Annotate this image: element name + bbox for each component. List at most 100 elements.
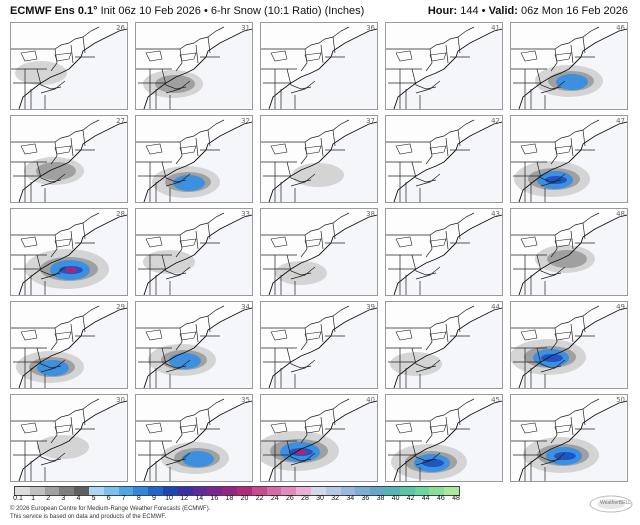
member-number-label: 45: [491, 396, 500, 404]
color-scale-swatch: [325, 487, 341, 495]
color-scale-tick-label: 10: [165, 495, 173, 502]
member-map-panel: 28: [10, 208, 128, 296]
member-map-panel: 39: [260, 301, 378, 389]
map-graphic: [136, 398, 252, 481]
color-scale-swatch: [59, 487, 75, 495]
color-scale-tick-label: 1: [31, 495, 36, 502]
member-map-panel: 47: [510, 115, 628, 203]
map-graphic: [136, 119, 252, 202]
member-number-label: 32: [241, 117, 250, 125]
member-map-panel: 49: [510, 301, 628, 389]
map-graphic: [261, 398, 377, 481]
map-graphic: [136, 26, 252, 109]
title-right: Hour: 144 • Valid: 06z Mon 16 Feb 2026: [427, 5, 628, 17]
color-scale-tick-label: 34: [346, 495, 355, 502]
member-number-label: 44: [491, 303, 500, 311]
title-left: ECMWF Ens 0.1° Init 06z 10 Feb 2026 • 6-…: [10, 5, 364, 17]
color-scale-swatch: [88, 487, 104, 495]
map-graphic: [261, 119, 377, 202]
color-scale-swatch: [103, 487, 119, 495]
map-graphic: [261, 26, 377, 109]
weatherbell-logo-icon: [589, 495, 633, 513]
color-scale-tick-label: 8: [136, 495, 141, 502]
color-scale-tick-label: 5: [91, 495, 96, 502]
map-graphic: [511, 119, 627, 202]
color-scale-swatch: [384, 487, 400, 495]
member-number-label: 28: [116, 210, 125, 218]
member-map-panel: 40: [260, 394, 378, 482]
color-scale-tick-label: 44: [421, 495, 430, 502]
member-map-panel: 50: [510, 394, 628, 482]
member-number-label: 38: [366, 210, 375, 218]
color-scale-tick-label: 3: [61, 495, 66, 502]
footer-copyright: © 2026 European Centre for Medium-Range …: [10, 506, 211, 512]
color-scale-tick-label: 42: [406, 495, 415, 502]
member-map-panel: 26: [10, 22, 128, 110]
member-map-panel: 42: [385, 115, 503, 203]
color-scale-swatch: [148, 487, 163, 495]
model-name: ECMWF Ens 0.1°: [10, 5, 98, 17]
map-graphic: [11, 212, 127, 295]
color-scale-swatch: [29, 487, 45, 495]
member-number-label: 30: [116, 396, 125, 404]
member-number-label: 40: [366, 396, 375, 404]
color-scale-tick-label: 36: [361, 495, 370, 502]
color-scale-tick-label: 2: [46, 495, 51, 502]
color-scale-tick-label: 0.1: [13, 495, 23, 502]
run-info: Init 06z 10 Feb 2026 • 6-hr Snow (10:1 R…: [100, 5, 365, 17]
color-scale-swatch: [310, 487, 326, 495]
color-scale-swatch: [355, 487, 371, 495]
map-graphic: [11, 26, 127, 109]
color-scale-tick-label: 28: [301, 495, 309, 502]
color-scale-swatch: [399, 487, 415, 495]
color-scale-tick-label: 46: [436, 495, 445, 502]
valid-label: Valid:: [488, 5, 518, 17]
member-number-label: 29: [116, 303, 125, 311]
color-scale-swatch: [296, 487, 311, 495]
logo-text: WeatherBELL: [600, 500, 632, 506]
map-graphic: [511, 398, 627, 481]
member-number-label: 48: [616, 210, 625, 218]
hour-value: 144: [460, 5, 479, 17]
color-scale-tick-label: 48: [452, 495, 460, 502]
color-scale-tick-label: 14: [195, 495, 204, 502]
color-scale-labels: 0.1 1 2 3 4 5 6 7 8 9 10 12 14 16 18 20 22 24 26 28 30 32 34 36…: [13, 495, 460, 505]
member-map-panel: 41: [385, 22, 503, 110]
member-number-label: 39: [366, 303, 375, 311]
member-map-panel: 46: [510, 22, 628, 110]
color-scale-tick-label: 26: [285, 495, 294, 502]
member-map-panel: 36: [260, 22, 378, 110]
color-scale-swatch: [281, 487, 297, 495]
color-scale-tick-label: 4: [76, 495, 81, 502]
color-scale-tick-label: 40: [391, 495, 400, 502]
ensemble-panel-grid: 26 31 36 41 46 27 32 37 42 47 28 33 38 43 48 29 34 39 44 49…: [10, 22, 630, 484]
footer: © 2026 European Centre for Medium-Range …: [10, 505, 210, 521]
color-scale-swatch: [207, 487, 223, 495]
map-graphic: [511, 305, 627, 388]
member-map-panel: 43: [385, 208, 503, 296]
map-graphic: [261, 305, 377, 388]
member-number-label: 27: [116, 117, 125, 125]
member-map-panel: 29: [10, 301, 128, 389]
member-number-label: 33: [241, 210, 250, 218]
color-scale-tick-label: 38: [376, 495, 385, 502]
color-scale-tick-label: 6: [106, 495, 111, 502]
color-scale-swatch: [444, 487, 459, 495]
member-number-label: 41: [491, 24, 500, 32]
member-number-label: 49: [616, 303, 625, 311]
map-graphic: [386, 305, 502, 388]
color-scale-tick-label: 22: [255, 495, 264, 502]
member-map-panel: 27: [10, 115, 128, 203]
member-number-label: 37: [366, 117, 375, 125]
member-map-panel: 37: [260, 115, 378, 203]
color-scale-swatch: [118, 487, 134, 495]
color-scale-swatch: [429, 487, 445, 495]
map-graphic: [136, 212, 252, 295]
color-scale-swatch: [370, 487, 385, 495]
map-graphic: [11, 398, 127, 481]
color-scale-bar: [14, 486, 460, 496]
color-scale-swatch: [74, 487, 89, 495]
map-graphic: [386, 119, 502, 202]
member-number-label: 43: [491, 210, 500, 218]
color-scale-tick-label: 16: [210, 495, 219, 502]
